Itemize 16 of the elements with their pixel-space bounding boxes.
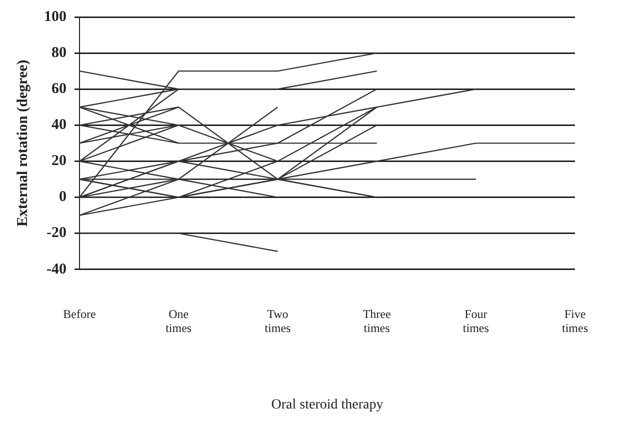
x-tick-label: Before <box>63 306 96 321</box>
y-tick-label: 60 <box>52 80 66 97</box>
y-tick-label: -40 <box>46 261 66 278</box>
y-axis-title: External rotation (degree) <box>14 60 31 227</box>
x-tick-label: Five times <box>562 306 588 336</box>
y-tick-label: 20 <box>52 153 66 170</box>
x-axis-title: Oral steroid therapy <box>271 397 384 412</box>
y-tick-label: -20 <box>46 225 66 242</box>
x-tick-label: One times <box>166 306 192 336</box>
y-tick-label: 0 <box>59 189 66 206</box>
y-tick-label: 80 <box>52 44 66 61</box>
y-tick-label: 100 <box>44 8 66 25</box>
y-tick-label: 40 <box>52 117 66 134</box>
x-tick-label: Four times <box>462 306 490 336</box>
x-tick-label: Three times <box>362 306 391 336</box>
x-tick-label: Two times <box>264 306 292 336</box>
